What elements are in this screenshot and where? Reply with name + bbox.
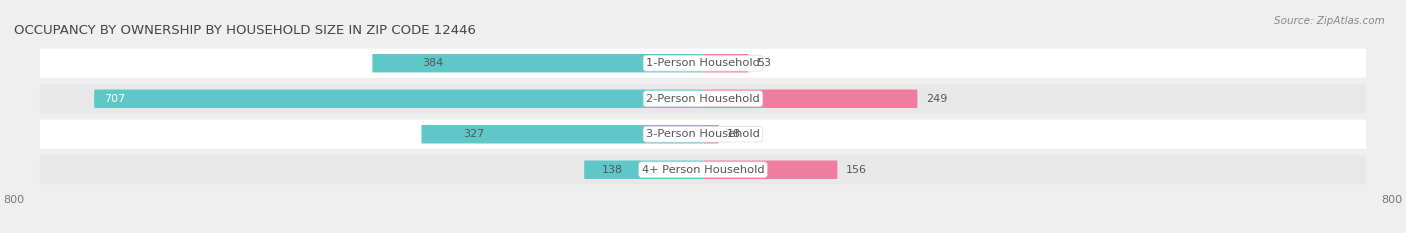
FancyBboxPatch shape — [703, 89, 918, 108]
FancyBboxPatch shape — [39, 155, 1367, 184]
Text: 3-Person Household: 3-Person Household — [647, 129, 759, 139]
Text: 249: 249 — [927, 94, 948, 104]
FancyBboxPatch shape — [373, 54, 703, 72]
FancyBboxPatch shape — [39, 120, 1367, 149]
Text: 1-Person Household: 1-Person Household — [647, 58, 759, 68]
FancyBboxPatch shape — [583, 161, 703, 179]
Text: 53: 53 — [758, 58, 772, 68]
FancyBboxPatch shape — [94, 89, 703, 108]
FancyBboxPatch shape — [703, 161, 838, 179]
Text: 707: 707 — [104, 94, 125, 104]
FancyBboxPatch shape — [422, 125, 703, 144]
Text: 18: 18 — [727, 129, 741, 139]
Text: 156: 156 — [846, 165, 868, 175]
Text: 138: 138 — [602, 165, 623, 175]
Text: 4+ Person Household: 4+ Person Household — [641, 165, 765, 175]
FancyBboxPatch shape — [39, 49, 1367, 78]
FancyBboxPatch shape — [39, 84, 1367, 113]
Text: OCCUPANCY BY OWNERSHIP BY HOUSEHOLD SIZE IN ZIP CODE 12446: OCCUPANCY BY OWNERSHIP BY HOUSEHOLD SIZE… — [14, 24, 477, 37]
Text: 327: 327 — [464, 129, 485, 139]
FancyBboxPatch shape — [703, 54, 748, 72]
FancyBboxPatch shape — [703, 125, 718, 144]
Text: 2-Person Household: 2-Person Household — [647, 94, 759, 104]
Text: Source: ZipAtlas.com: Source: ZipAtlas.com — [1274, 16, 1385, 26]
Text: 384: 384 — [422, 58, 443, 68]
